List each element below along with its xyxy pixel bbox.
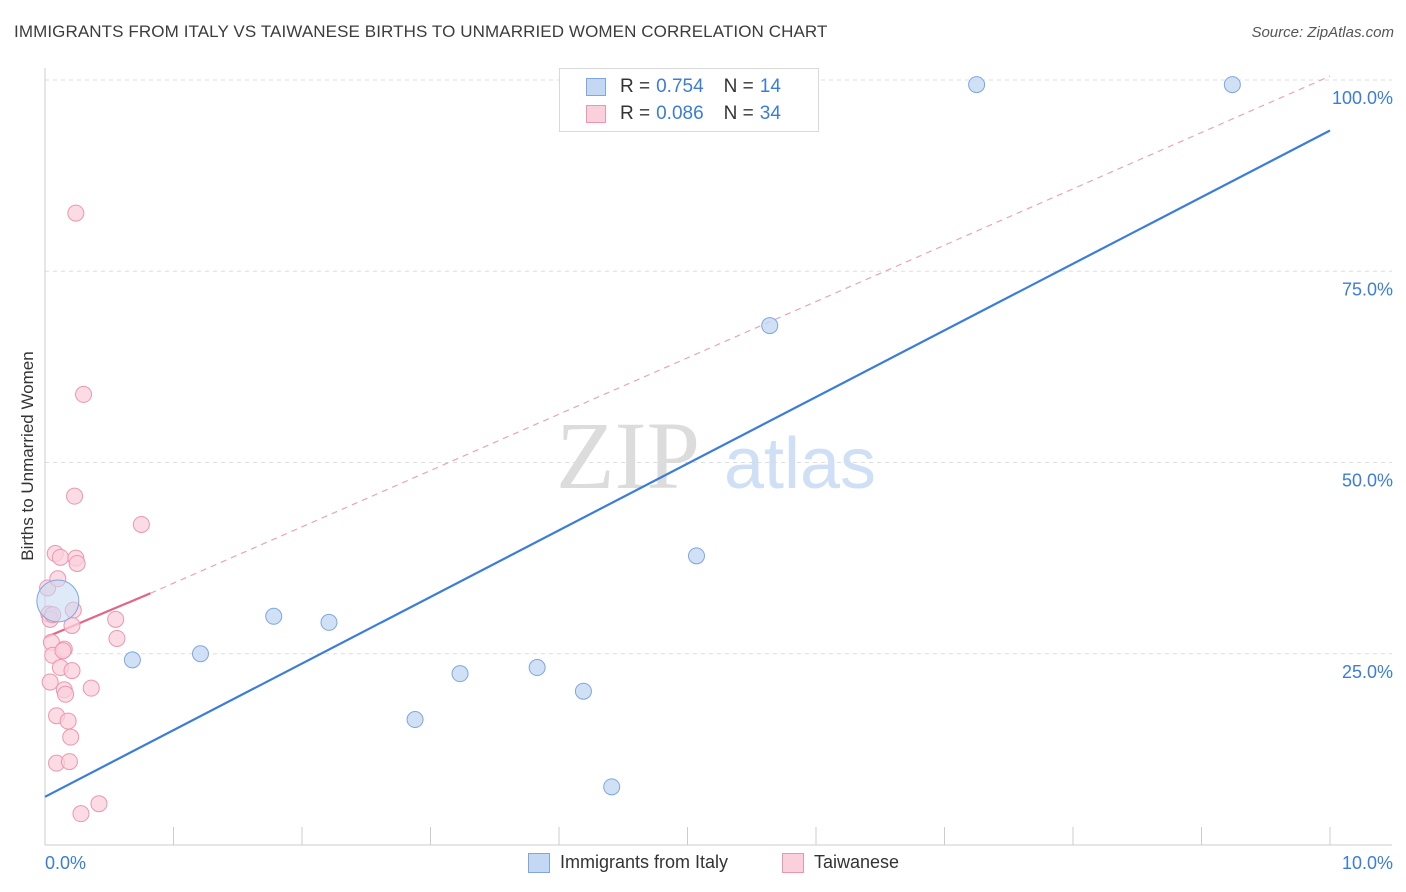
tick-labels: 25.0% 50.0% 75.0% 100.0% 0.0% 10.0%	[45, 88, 1393, 873]
point-taiwanese	[72, 805, 90, 823]
point-italy	[320, 613, 338, 631]
trend-lines	[44, 75, 1331, 798]
point-taiwanese	[68, 554, 86, 572]
point-taiwanese	[59, 712, 77, 730]
point-italy	[406, 711, 424, 729]
source-label: Source: ZipAtlas.com	[1251, 24, 1394, 41]
point-italy	[603, 778, 621, 796]
bottom-legend-label-italy: Immigrants from Italy	[560, 852, 729, 872]
point-taiwanese	[67, 204, 85, 222]
bottom-legend-swatch-taiwanese	[782, 852, 804, 873]
x-tick-label: 10.0%	[1342, 853, 1393, 873]
bottom-legend-label-taiwanese: Taiwanese	[814, 852, 900, 872]
legend-r-value: 0.754	[656, 76, 704, 97]
y-tick-label: 50.0%	[1342, 471, 1393, 491]
trend-line-taiwanese-extended	[150, 75, 1331, 594]
point-taiwanese	[54, 642, 72, 660]
point-taiwanese	[51, 548, 69, 566]
legend-r-label: R =	[620, 103, 651, 124]
point-italy	[574, 682, 592, 700]
bottom-legend-taiwanese: Taiwanese	[782, 852, 899, 873]
legend-row-italy: R = 0.754 N = 14	[586, 75, 781, 99]
legend-n-label: N =	[723, 103, 754, 124]
legend-r-label: R =	[620, 76, 651, 97]
point-taiwanese	[63, 616, 81, 634]
point-italy	[265, 607, 283, 625]
point-italy	[123, 651, 141, 669]
legend-n-value: 14	[759, 76, 781, 97]
point-taiwanese	[63, 662, 81, 680]
point-italy	[761, 317, 779, 335]
axes	[44, 68, 1392, 846]
point-taiwanese	[62, 728, 80, 746]
legend-swatch-taiwanese	[586, 105, 606, 123]
point-italy	[36, 579, 80, 623]
legend-swatch-italy	[586, 78, 606, 96]
point-taiwanese	[82, 679, 100, 697]
data-points	[36, 76, 1241, 823]
point-italy	[528, 659, 546, 677]
point-italy	[191, 645, 209, 663]
watermark: ZIP atlas	[556, 402, 876, 509]
legend-n-label: N =	[723, 76, 754, 97]
point-taiwanese	[90, 795, 108, 813]
point-italy	[1223, 76, 1241, 94]
bottom-legend-swatch-italy	[528, 852, 550, 873]
point-taiwanese	[75, 385, 93, 403]
point-taiwanese	[108, 629, 126, 647]
watermark-atlas: atlas	[724, 424, 876, 504]
point-taiwanese	[60, 753, 78, 771]
y-axis-label: Births to Unmarried Women	[18, 351, 37, 561]
y-tick-label: 100.0%	[1332, 88, 1393, 108]
correlation-legend: R = 0.754 N = 14 R = 0.086 N = 34	[559, 68, 819, 132]
trend-line-italy	[44, 129, 1331, 798]
grid-lines	[45, 79, 1392, 655]
legend-n-value: 34	[759, 103, 781, 124]
point-italy	[687, 547, 705, 565]
point-taiwanese	[66, 487, 84, 505]
point-italy	[968, 76, 986, 94]
point-taiwanese	[107, 610, 125, 628]
y-tick-label: 75.0%	[1342, 279, 1393, 299]
point-italy	[451, 665, 469, 683]
legend-r-value: 0.086	[656, 103, 704, 124]
trend-line-taiwanese	[44, 592, 151, 639]
bottom-legend-italy: Immigrants from Italy	[528, 852, 728, 873]
chart-title: IMMIGRANTS FROM ITALY VS TAIWANESE BIRTH…	[14, 22, 828, 41]
y-tick-label: 25.0%	[1342, 662, 1393, 682]
legend-row-taiwanese: R = 0.086 N = 34	[586, 102, 781, 126]
x-tick-label: 0.0%	[45, 853, 86, 873]
point-taiwanese	[41, 673, 59, 691]
point-taiwanese	[57, 685, 75, 703]
point-taiwanese	[132, 515, 150, 533]
watermark-zip: ZIP	[556, 402, 700, 509]
